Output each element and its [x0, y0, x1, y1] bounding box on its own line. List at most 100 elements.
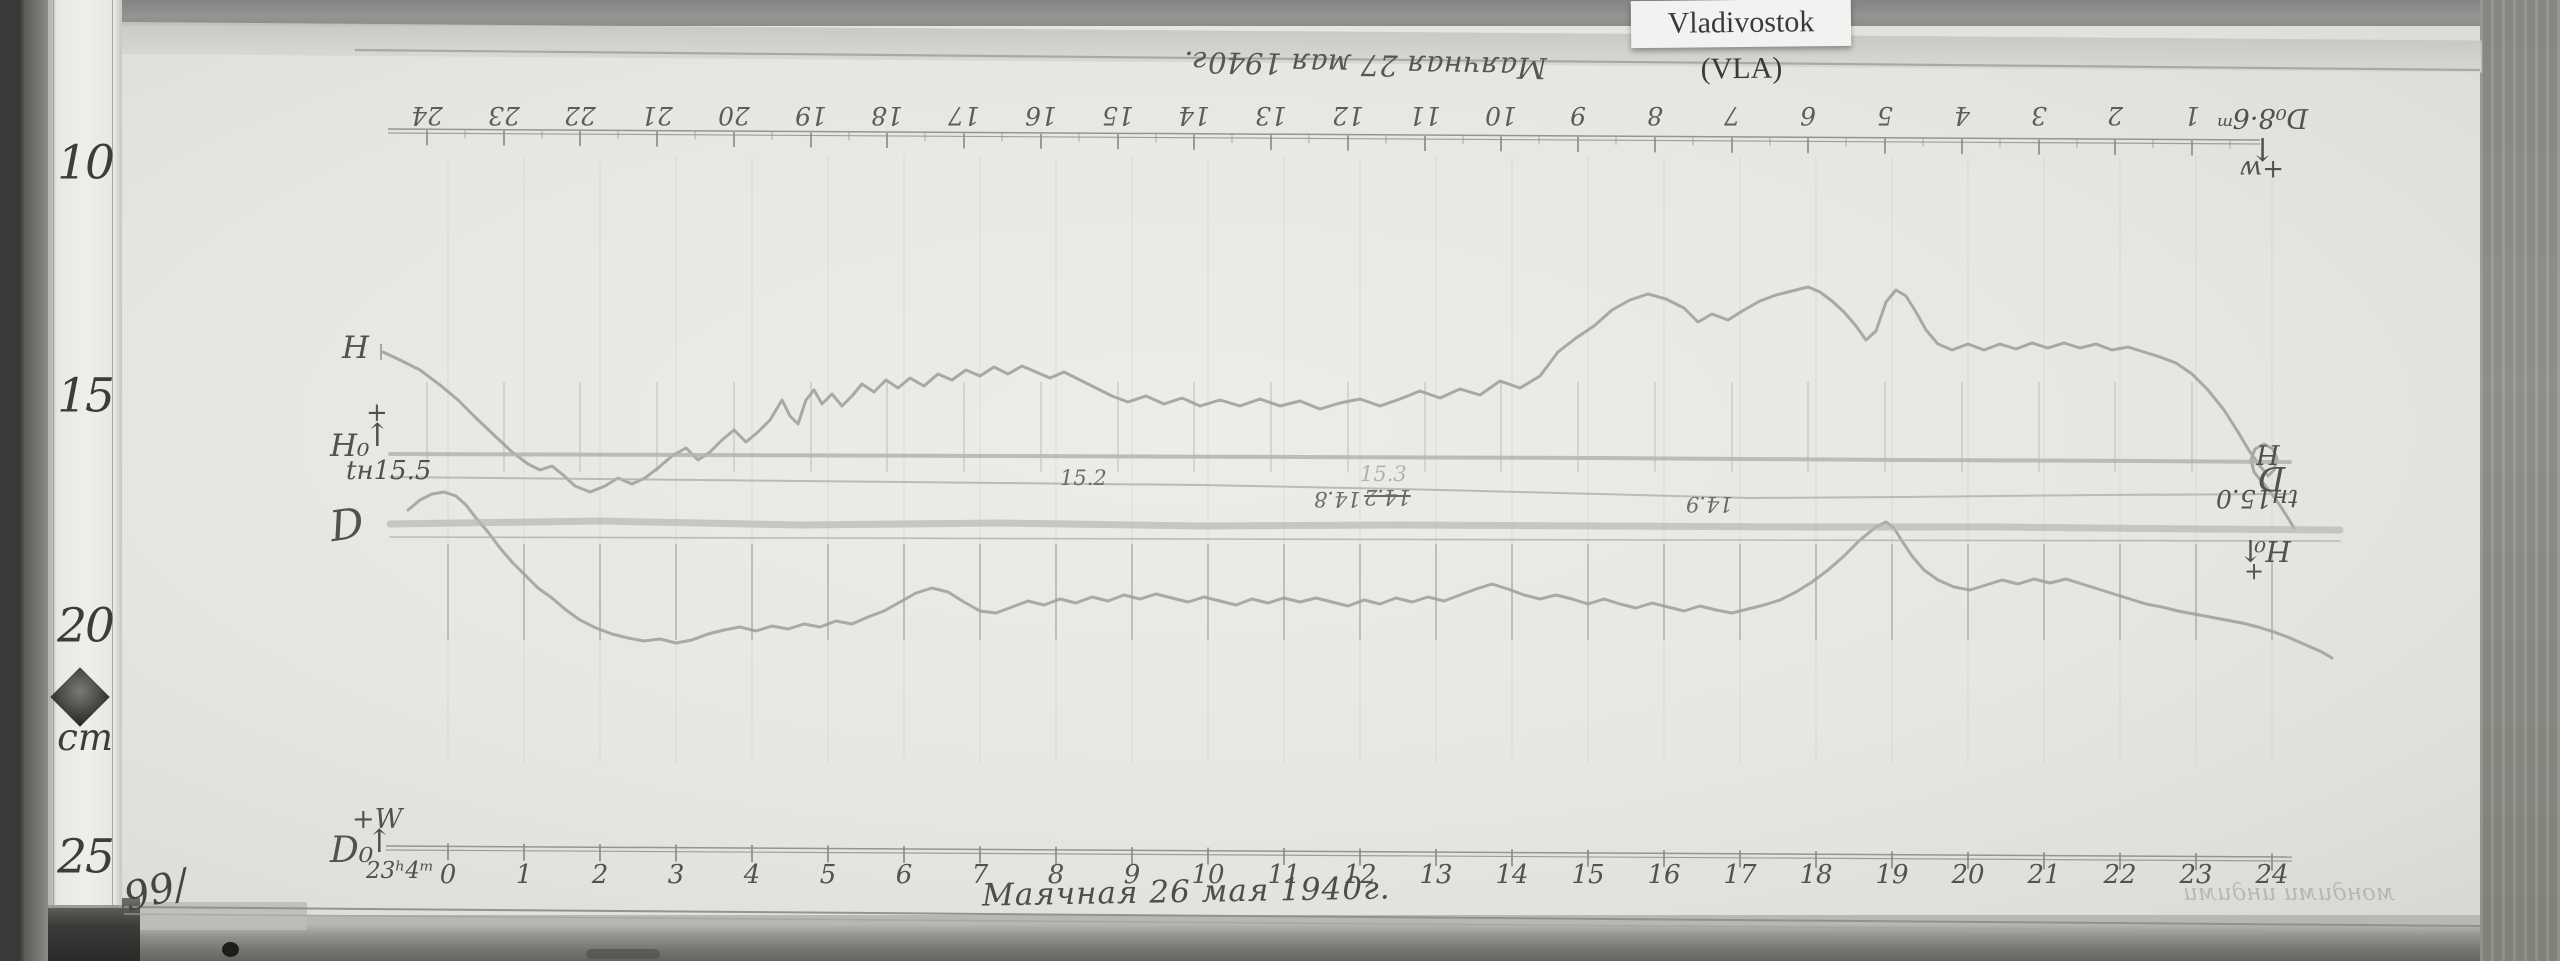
temperature-annotation: 14.2: [1364, 485, 1411, 509]
cm-ruler: 10 15 20 25 cm: [48, 0, 122, 908]
bottom-scale-line: [385, 845, 2293, 858]
ghost-handwriting: мондими индими: [2183, 880, 2395, 906]
top-hour-label: 7: [1724, 101, 1740, 130]
bottom-hour-label: 12: [1343, 860, 1377, 890]
top-hour-label: 14: [1178, 101, 1210, 130]
paper-bottom-edge: [123, 906, 2481, 927]
bottom-hour-label: 7: [971, 860, 989, 890]
label-H0-plus-right: +: [2244, 558, 2265, 586]
trace-tH-temperature: [389, 476, 2291, 499]
top-hour-label: 10: [1485, 101, 1517, 130]
ruler-edge-line: [112, 0, 113, 908]
title-26-may: Маячная 26 мая 1940г.: [981, 870, 1391, 914]
bottom-hour-label: 11: [1267, 860, 1301, 890]
label-plus-w-bottom-left: +W: [352, 804, 403, 835]
station-label: Vladivostok (VLA): [1630, 0, 1852, 85]
temperature-annotation: 15.3: [1360, 462, 1407, 486]
label-H-left: H: [342, 330, 370, 366]
top-hour-label: 9: [1570, 101, 1586, 130]
bottom-hour-label: 5: [819, 860, 837, 890]
bottom-hour-label: 15: [1571, 860, 1605, 890]
bottom-scale-line: [385, 849, 2293, 862]
ruler-edge-line: [53, 0, 54, 908]
wood-table-right: [2480, 0, 2560, 961]
label-tH-right: tн15.0: [2216, 484, 2299, 513]
bottom-hour-label: 21: [2027, 860, 2061, 890]
top-scale-line: [387, 128, 2261, 141]
top-hour-label: 12: [1332, 101, 1364, 130]
top-hour-label: 13: [1255, 101, 1287, 130]
label-tH-left: tн15.5: [346, 456, 432, 486]
top-hour-label: 23: [488, 101, 520, 130]
bottom-left-shadow: [48, 898, 140, 961]
top-hour-label: 20: [718, 101, 750, 130]
trace-D-trace: [406, 490, 2334, 660]
bottom-hour-label: 2: [591, 860, 609, 890]
bottom-hour-label: 1: [515, 860, 533, 890]
top-hour-label: 15: [1102, 101, 1134, 130]
label-plus-w-top-right: +w: [2240, 154, 2285, 184]
bottom-hour-label: 8: [1047, 860, 1065, 890]
magnetogram-paper: [122, 26, 2480, 918]
bottom-hour-label: 22: [2103, 860, 2137, 890]
label-D0-bottom-left: D₀: [330, 830, 374, 871]
top-hour-label: 8: [1647, 101, 1663, 130]
top-scale-line: [387, 132, 2261, 145]
temperature-annotation: 14.9: [1686, 492, 1733, 516]
trace-D0-line: [389, 536, 2341, 542]
ruler-unit-label: cm: [57, 716, 113, 759]
top-hour-label: 17: [948, 101, 980, 130]
bottom-hour-label: 10: [1191, 860, 1225, 890]
bottom-hour-label: 16: [1647, 860, 1681, 890]
bottom-hour-label: 17: [1723, 860, 1757, 890]
bottom-hour-label: 6: [895, 860, 913, 890]
bottom-hour-label: 18: [1799, 860, 1833, 890]
trace-H-trace: [381, 285, 2296, 530]
top-hour-label: 11: [1409, 101, 1441, 130]
trace-H0-baseline: [388, 452, 2292, 464]
top-hour-label: 18: [871, 101, 903, 130]
up-arrow-icon: ↑: [366, 822, 393, 860]
paper-bottom-edge: [123, 913, 2431, 933]
top-hour-label: 1: [2184, 101, 2200, 130]
wood-table-left: [0, 0, 48, 961]
top-hour-label: 2: [2107, 101, 2123, 130]
top-hour-label: 22: [564, 101, 596, 130]
bottom-hour-label: 9: [1123, 860, 1141, 890]
paper-fold-line: [354, 48, 2481, 72]
label-start-time: 23ʰ4ᵐ: [366, 858, 434, 884]
top-hour-label: 6: [1800, 101, 1816, 130]
label-D0-top-right: D₀8·6ᵐ: [2216, 102, 2308, 133]
up-arrow-icon: ↑: [364, 416, 391, 454]
temperature-annotation: 15.2: [1060, 466, 1107, 490]
dark-spot: [222, 942, 239, 957]
trace-D0-band: [386, 517, 2344, 534]
bottom-hour-label: 14: [1495, 860, 1529, 890]
top-hour-label: 16: [1025, 101, 1057, 130]
bottom-hour-label: 13: [1419, 860, 1453, 890]
bottom-hour-label: 24: [2255, 860, 2289, 890]
bottom-hour-label: 0: [439, 860, 457, 890]
dark-smudge: [586, 949, 660, 959]
bottom-hour-label: 23: [2179, 860, 2213, 890]
bottom-hour-label: 4: [743, 860, 761, 890]
top-hour-label: 3: [2031, 101, 2047, 130]
label-D-left: D: [326, 497, 367, 552]
bottom-hour-label: 19: [1875, 860, 1909, 890]
ruler-mark: 15: [57, 368, 115, 424]
top-hour-label: 21: [641, 101, 673, 130]
ruler-mark: 10: [57, 135, 115, 191]
ruler-mark: 20: [57, 598, 115, 654]
label-H0-plus-left: +: [366, 398, 388, 428]
top-hour-label: 5: [1877, 101, 1893, 130]
bottom-hour-label: 3: [667, 860, 685, 890]
top-hour-label: 19: [795, 101, 827, 130]
label-H0-left: H₀: [330, 428, 370, 464]
bottom-hour-label: 20: [1951, 860, 1985, 890]
ruler-mark: 25: [57, 829, 115, 885]
temperature-annotation: 14.8: [1314, 487, 1361, 511]
top-hour-label: 4: [1954, 101, 1970, 130]
top-hour-label: 24: [411, 101, 443, 130]
